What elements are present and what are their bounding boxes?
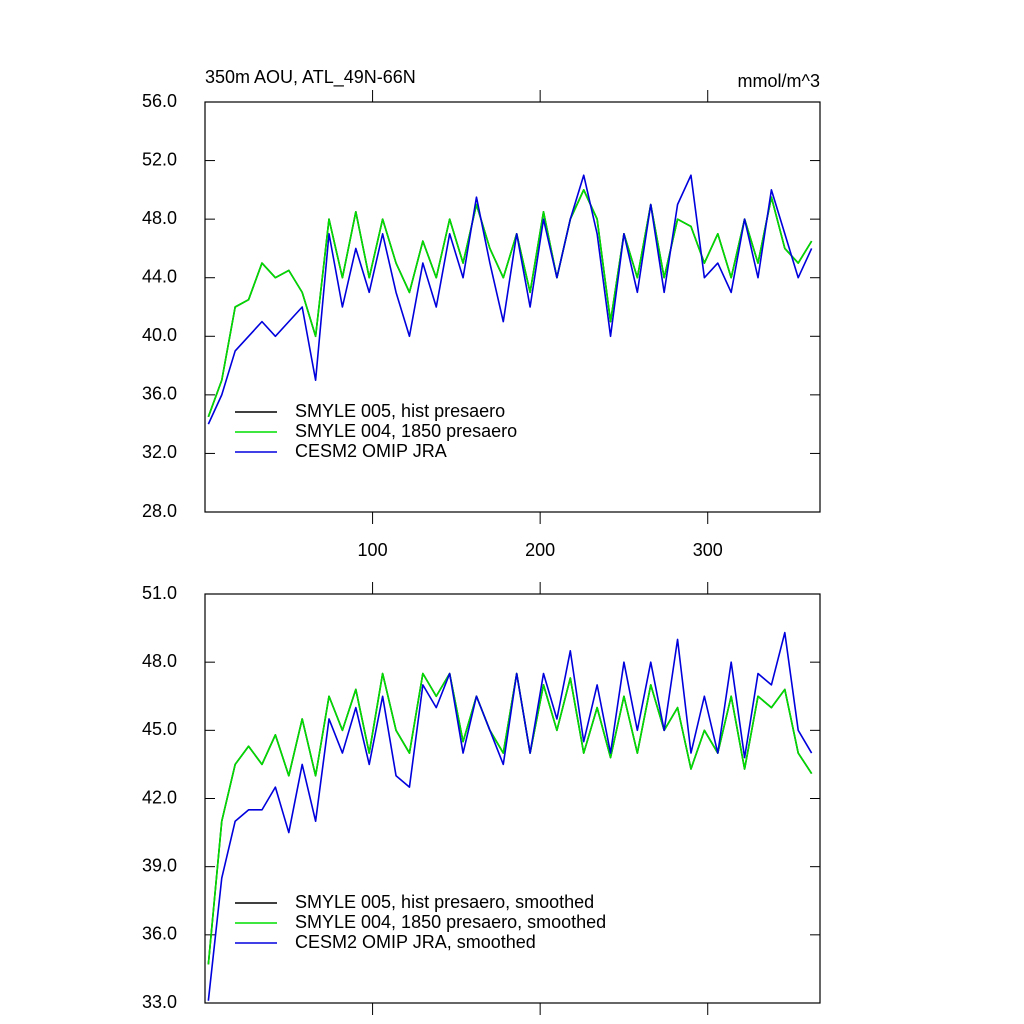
- series-line: [207, 631, 813, 1001]
- y-tick-label: 45.0: [142, 719, 177, 739]
- y-tick-label: 28.0: [142, 501, 177, 521]
- y-tick-label: 36.0: [142, 924, 177, 944]
- legend-label: SMYLE 004, 1850 presaero, smoothed: [295, 912, 606, 932]
- y-tick-label: 33.0: [142, 992, 177, 1012]
- legend-label: SMYLE 005, hist presaero, smoothed: [295, 892, 594, 912]
- y-tick-label: 32.0: [142, 442, 177, 462]
- y-tick-label: 36.0: [142, 384, 177, 404]
- series-line: [207, 174, 813, 425]
- series-line: [207, 672, 813, 965]
- y-tick-label: 51.0: [142, 583, 177, 603]
- unit-label: mmol/m^3: [738, 71, 820, 91]
- plot-frame: [204, 101, 821, 513]
- legend-label: SMYLE 005, hist presaero: [295, 401, 505, 421]
- series-line: [207, 189, 813, 418]
- chart-title: 350m AOU, ATL_49N-66N: [205, 67, 416, 88]
- y-tick-label: 56.0: [142, 91, 177, 111]
- y-tick-label: 48.0: [142, 651, 177, 671]
- legend-label: SMYLE 004, 1850 presaero: [295, 421, 517, 441]
- series-line: [207, 189, 813, 418]
- y-tick-label: 44.0: [142, 266, 177, 286]
- legend-label: CESM2 OMIP JRA, smoothed: [295, 932, 536, 952]
- y-tick-label: 39.0: [142, 855, 177, 875]
- y-tick-label: 42.0: [142, 787, 177, 807]
- y-tick-label: 48.0: [142, 208, 177, 228]
- y-tick-label: 52.0: [142, 149, 177, 169]
- x-tick-label: 100: [358, 540, 388, 560]
- legend-label: CESM2 OMIP JRA: [295, 441, 447, 461]
- y-tick-label: 40.0: [142, 325, 177, 345]
- x-tick-label: 300: [693, 540, 723, 560]
- x-tick-label: 200: [525, 540, 555, 560]
